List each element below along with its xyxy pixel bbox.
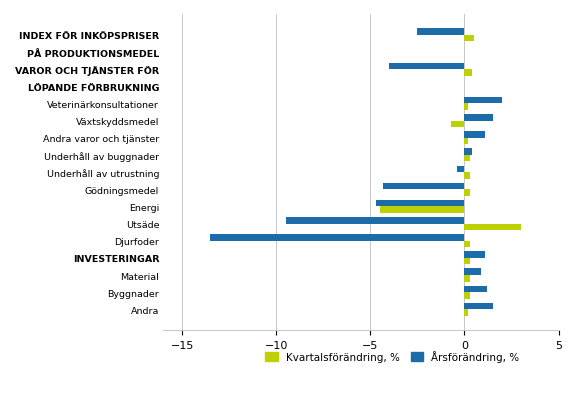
Bar [464,275,470,282]
Bar [464,258,470,265]
Bar [384,183,464,190]
Bar [464,139,468,145]
Bar [464,224,521,230]
Bar [464,309,468,316]
Bar [464,269,481,275]
Bar [464,98,502,104]
Bar [464,286,487,292]
Bar [464,115,493,122]
Bar [457,166,464,173]
Legend: Kvartalsförändring, %, Årsförändring, %: Kvartalsförändring, %, Årsförändring, % [261,346,524,366]
Bar [417,29,464,36]
Bar [464,36,474,42]
Bar [464,252,485,258]
Bar [464,149,472,156]
Bar [464,190,470,196]
Bar [464,303,493,309]
Bar [380,207,464,213]
Bar [464,132,485,139]
Bar [464,241,470,247]
Bar [464,292,470,299]
Bar [464,156,470,162]
Bar [286,217,464,224]
Bar [464,173,470,179]
Bar [451,122,464,128]
Bar [389,64,464,70]
Bar [464,104,468,111]
Bar [376,200,464,207]
Bar [464,70,472,77]
Bar [211,234,464,241]
